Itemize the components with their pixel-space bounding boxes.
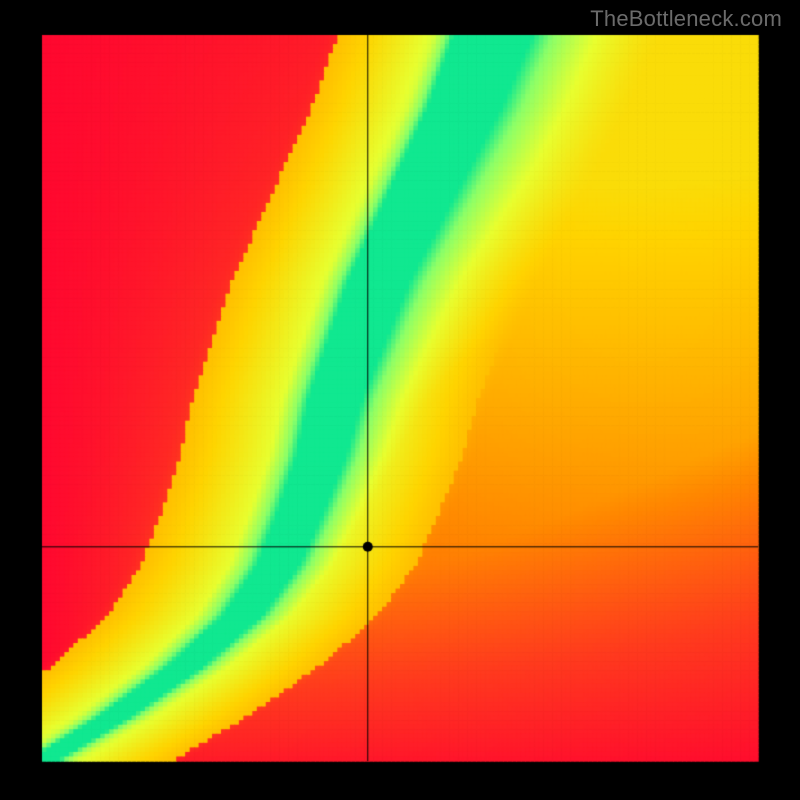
- watermark-text: TheBottleneck.com: [590, 6, 782, 32]
- heatmap-canvas: [0, 0, 800, 800]
- chart-container: TheBottleneck.com: [0, 0, 800, 800]
